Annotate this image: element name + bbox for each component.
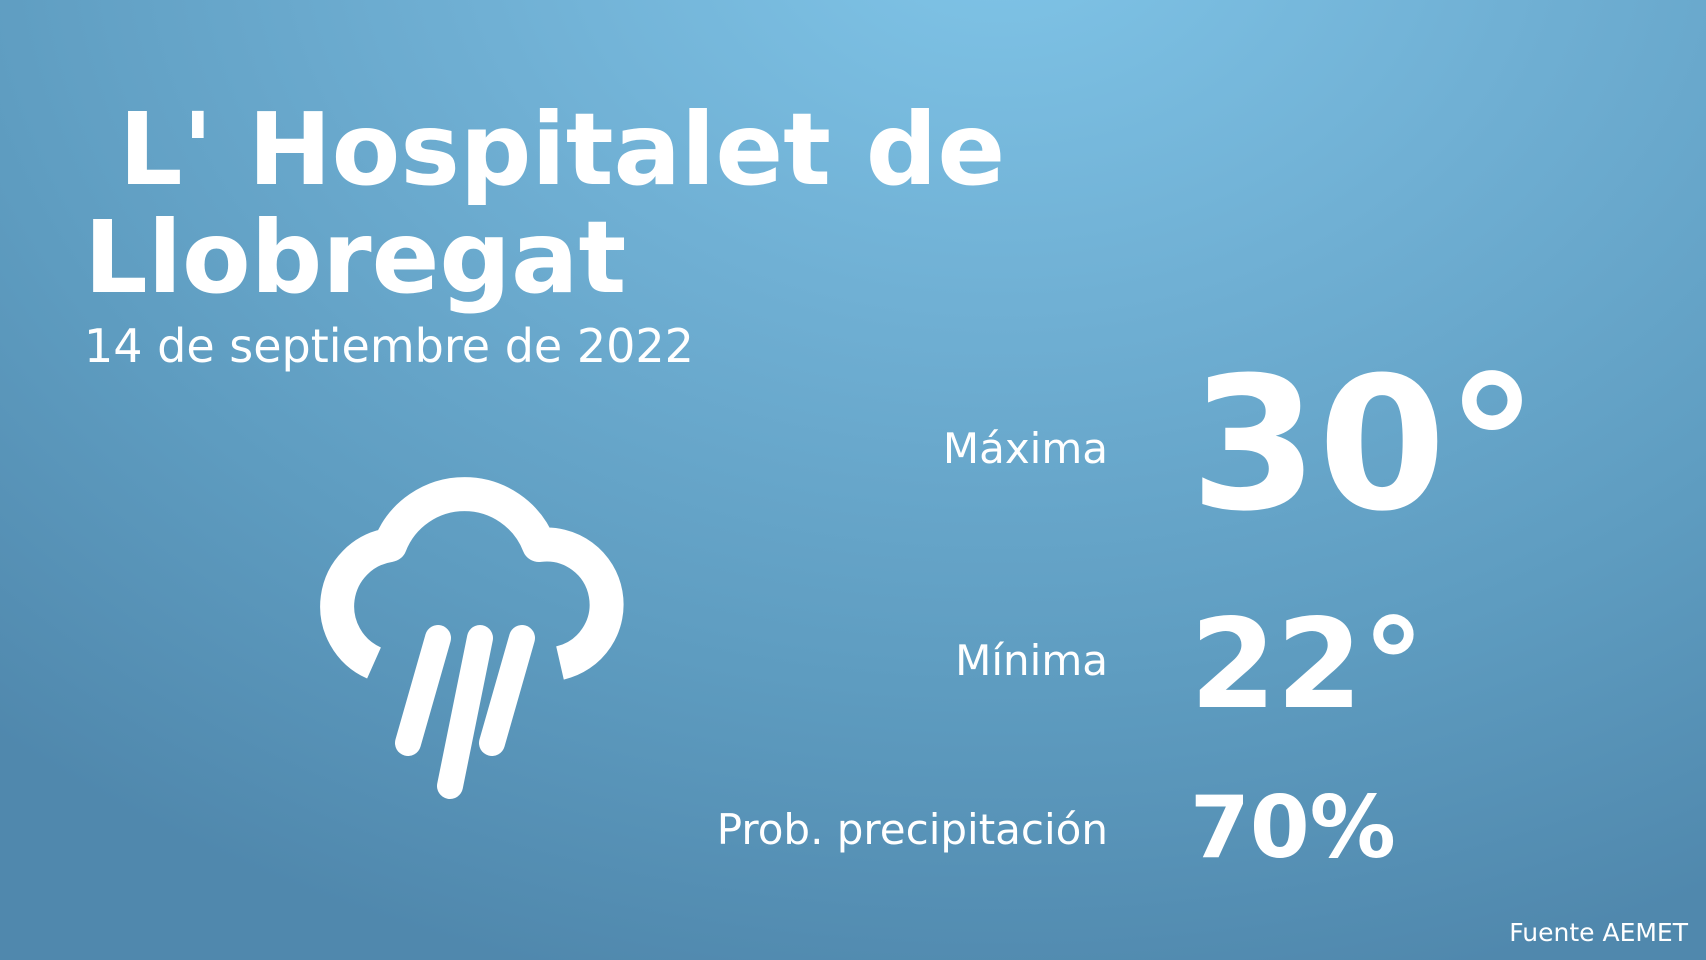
min-temp-value: 22°: [1190, 593, 1425, 737]
max-temp-value: 30°: [1190, 338, 1539, 552]
location-title: L' Hospitalet de Llobregat: [84, 91, 1040, 316]
precipitation-label: Prob. precipitación: [716, 805, 1108, 854]
forecast-date: 14 de septiembre de 2022: [84, 319, 694, 373]
min-temp-label: Mínima: [955, 636, 1108, 685]
rain-cloud-icon: [320, 477, 624, 799]
precipitation-value: 70%: [1190, 778, 1396, 878]
max-temp-label: Máxima: [942, 424, 1108, 473]
source-credit: Fuente AEMET: [1509, 918, 1688, 947]
